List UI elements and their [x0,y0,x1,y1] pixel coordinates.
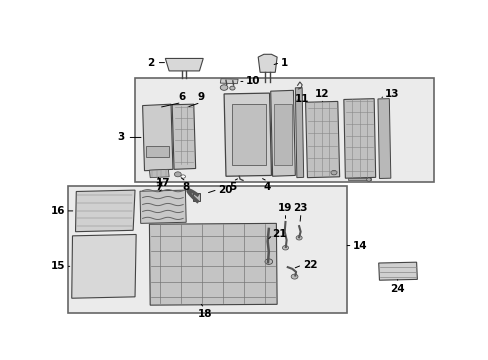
Circle shape [220,85,227,90]
Polygon shape [165,58,203,71]
Polygon shape [72,234,136,298]
Polygon shape [305,102,339,177]
Polygon shape [270,90,295,176]
Bar [68,186,346,314]
Text: 10: 10 [245,76,260,86]
Text: 21: 21 [272,229,286,239]
Polygon shape [295,87,303,177]
Text: 11: 11 [294,94,308,104]
Polygon shape [140,190,186,223]
Polygon shape [149,223,277,305]
Text: 9: 9 [197,92,203,102]
Circle shape [330,170,336,175]
Text: 7: 7 [155,183,162,192]
Text: 19: 19 [277,203,291,213]
Text: 17: 17 [156,178,170,188]
Polygon shape [220,79,238,84]
Polygon shape [224,93,271,176]
Polygon shape [378,262,416,280]
Text: 5: 5 [229,183,236,192]
Text: 4: 4 [264,183,271,192]
Text: 24: 24 [389,284,404,294]
Text: 14: 14 [352,240,367,251]
Circle shape [366,178,370,181]
Polygon shape [149,169,169,177]
Polygon shape [172,104,195,169]
Polygon shape [377,99,390,179]
Circle shape [229,86,235,90]
Polygon shape [75,190,135,232]
Circle shape [181,175,185,178]
Polygon shape [258,54,277,72]
Text: 18: 18 [198,309,212,319]
Text: 15: 15 [50,261,65,271]
Text: 23: 23 [293,203,307,213]
Bar [146,146,169,157]
Polygon shape [142,104,173,171]
Text: 3: 3 [117,132,124,143]
Polygon shape [343,99,375,178]
Circle shape [174,172,181,177]
Bar [135,78,433,182]
Circle shape [282,246,288,250]
Text: 2: 2 [146,58,154,68]
Circle shape [296,235,302,240]
Text: 16: 16 [50,206,65,216]
Text: 22: 22 [302,260,317,270]
Text: 6: 6 [179,92,185,102]
Text: 1: 1 [280,58,287,68]
Circle shape [264,259,272,264]
Bar [193,193,200,201]
Text: 13: 13 [385,89,399,99]
Bar [231,104,265,165]
Bar [274,104,291,165]
Text: 20: 20 [218,185,232,194]
Bar [347,177,370,180]
Text: 12: 12 [314,89,328,99]
Circle shape [290,274,297,279]
Text: 8: 8 [182,183,189,192]
